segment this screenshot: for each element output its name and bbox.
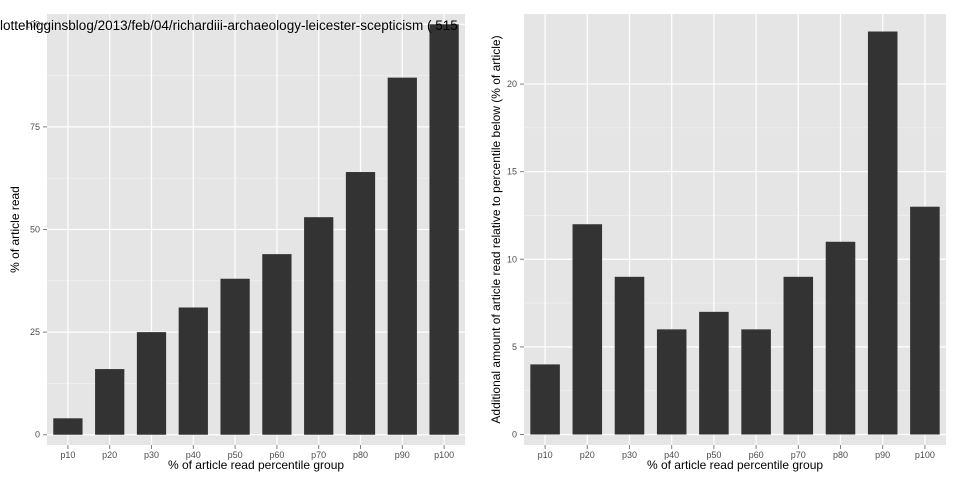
right-bar-p80	[825, 241, 856, 435]
right-y-tick-label: 20	[507, 79, 517, 89]
right-x-tick-label: p20	[580, 450, 595, 460]
left-bar-p80	[345, 172, 376, 435]
right-y-tick-label: 10	[507, 254, 517, 264]
right-y-tick-label: 5	[512, 342, 517, 352]
left-bar-p100	[429, 24, 459, 435]
right-x-tick-label: p100	[915, 450, 935, 460]
right-y-tick-label: 0	[512, 429, 517, 439]
left-bar-p10	[53, 418, 83, 435]
left-y-tick-label: 0	[35, 430, 40, 440]
left-x-tick-label: p50	[228, 450, 243, 460]
left-x-tick-label: p90	[395, 450, 410, 460]
right-bar-p30	[614, 276, 645, 435]
left-bar-p60	[262, 254, 292, 435]
left-x-tick-label: p100	[434, 450, 454, 460]
left-x-tick-label: p10	[60, 450, 75, 460]
left-x-tick-label: p70	[311, 450, 326, 460]
left-x-tick-label: p40	[186, 450, 201, 460]
right-bar-p20	[572, 224, 603, 435]
left-x-tick-label: p80	[353, 450, 368, 460]
left-bar-p30	[136, 332, 167, 435]
right-y-tick-label: 15	[507, 167, 517, 177]
left-chart-title: lottehigginsblog/2013/feb/04/richardiii-…	[0, 18, 458, 33]
left-x-tick-label: p30	[144, 450, 159, 460]
right-bar-p100	[910, 206, 940, 435]
left-x-tick-label: p20	[102, 450, 117, 460]
left-bar-p70	[304, 217, 334, 435]
right-x-tick-label: p50	[706, 450, 721, 460]
left-y-tick-label: 100	[25, 19, 40, 29]
left-y-tick-label: 25	[30, 327, 40, 337]
left-x-axis-title: % of article read percentile group	[168, 458, 344, 472]
right-x-tick-label: p80	[833, 450, 848, 460]
right-bar-p10	[530, 364, 560, 435]
left-y-tick-label: 50	[30, 225, 40, 235]
right-bar-p70	[783, 276, 814, 435]
right-bar-p50	[699, 311, 729, 435]
right-bar-p40	[656, 329, 687, 435]
right-x-tick-label: p90	[875, 450, 890, 460]
right-x-tick-label: p60	[749, 450, 764, 460]
right-bar-p90	[867, 31, 898, 435]
right-x-axis-title: % of article read percentile group	[647, 458, 823, 472]
left-y-axis-title: % of article read	[8, 186, 22, 273]
chart-left: 0 25 50 75 100 p10 p20 p30 p40 p50 p60 p70 p80 p90 p10…	[0, 14, 465, 472]
chart-right: 0 5 10 15 20 p10 p20 p30 p40 p50 p60 p70 p80 p90 p100%…	[489, 14, 946, 472]
right-bar-p60	[741, 329, 771, 435]
left-x-tick-label: p60	[269, 450, 284, 460]
left-y-tick-label: 75	[30, 122, 40, 132]
left-bar-p50	[220, 278, 250, 435]
right-x-tick-label: p40	[664, 450, 679, 460]
left-bar-p20	[95, 369, 125, 435]
right-x-tick-label: p70	[791, 450, 806, 460]
right-x-tick-label: p30	[622, 450, 637, 460]
left-bar-p90	[387, 77, 417, 435]
right-x-tick-label: p10	[538, 450, 553, 460]
right-y-axis-title: Additional amount of article read relati…	[489, 35, 503, 423]
left-bar-p40	[178, 307, 208, 435]
